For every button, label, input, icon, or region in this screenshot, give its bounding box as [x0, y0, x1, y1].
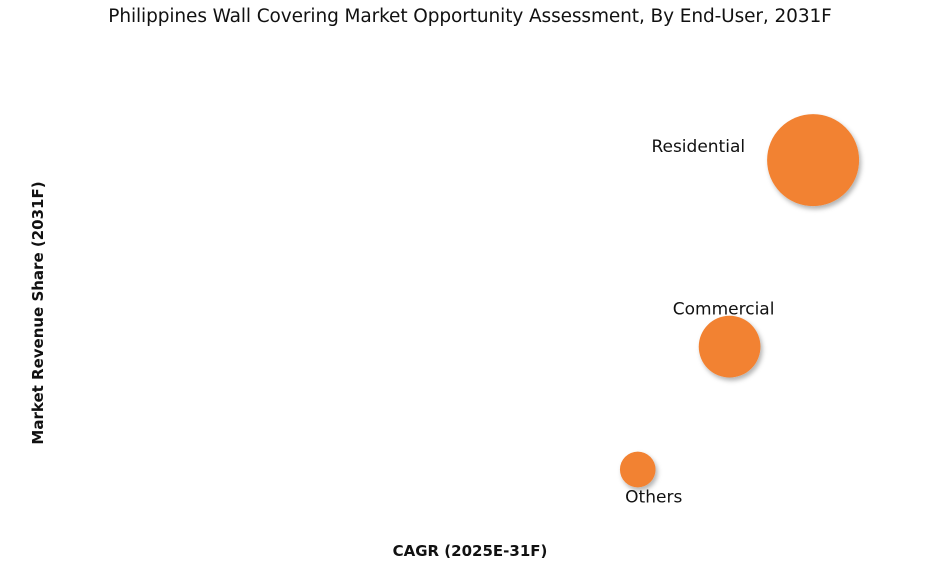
bubble-label-others: Others: [625, 488, 682, 508]
x-axis-label: CAGR (2025E-31F): [392, 542, 548, 560]
bubble-residential: [767, 114, 860, 207]
chart-title: Philippines Wall Covering Market Opportu…: [108, 6, 832, 27]
bubble-commercial: [698, 315, 761, 378]
bubble-label-commercial: Commercial: [673, 300, 775, 320]
bubble-labels-layer: Residential Commercial Others: [625, 137, 774, 507]
bubbles-layer: [619, 114, 860, 488]
bubble-label-residential: Residential: [651, 137, 745, 157]
bubble-others: [619, 451, 656, 488]
